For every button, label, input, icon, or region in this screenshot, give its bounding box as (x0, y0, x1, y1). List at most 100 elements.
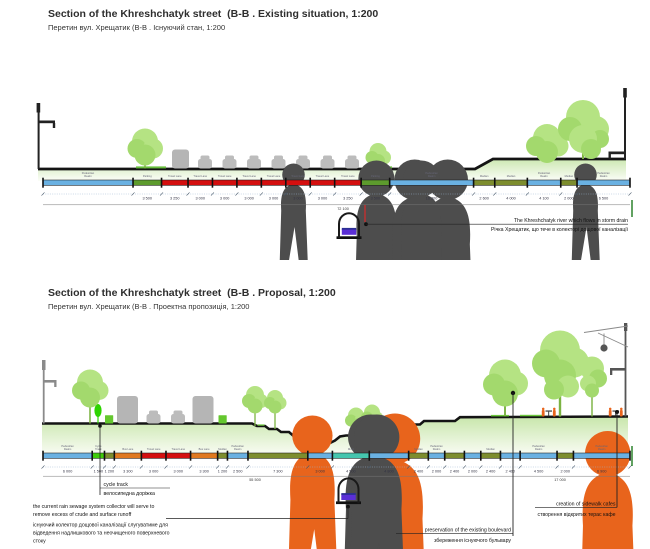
dim-band-label: Median (565, 174, 574, 178)
dim-value: 3 300 (123, 469, 133, 473)
seated-person (608, 410, 612, 417)
sidewalk-cafes-group (541, 407, 623, 417)
car (222, 159, 237, 169)
dim-band-label: Travel Lane (193, 174, 207, 178)
dim-band (527, 179, 562, 186)
dim-band-label: Pedestrian (232, 444, 245, 448)
trees-group (72, 330, 607, 436)
dim-band (261, 179, 287, 186)
existing-section-subtitle-uk: Перетин вул. Хрещатик (В-В . Існуючий ст… (48, 23, 226, 32)
dim-value: 6 900 (597, 469, 607, 473)
dim-value: 4 800 (384, 469, 394, 473)
tree-crown (581, 139, 601, 159)
dim-band (141, 452, 167, 459)
pedestrian-figure (349, 415, 406, 549)
dim-band (369, 452, 409, 459)
dim-value: 2 400 (506, 469, 516, 473)
car (320, 159, 335, 169)
dim-band (161, 179, 189, 186)
dim-band-label: Travel Lane (218, 174, 232, 178)
dim-band-label: Pedestrian (82, 171, 95, 175)
dim-band-label: Bus Lane (122, 447, 134, 451)
tree-crown (247, 398, 263, 414)
car (247, 159, 261, 169)
tree-crown (268, 400, 282, 414)
dim-band-label: Realm (234, 447, 242, 451)
river-annotation-uk: Річка Хрещатик, що тече в колекторі дощо… (491, 227, 629, 233)
dim-band (334, 179, 362, 186)
dim-value: 2 600 (479, 196, 489, 200)
dim-band-label: Travel Lane (267, 174, 281, 178)
dim-band (332, 452, 370, 459)
dim-band-label: Track (95, 447, 102, 451)
car (198, 159, 212, 169)
dim-band (285, 179, 311, 186)
dim-band (389, 179, 474, 186)
dim-band (190, 452, 218, 459)
dim-value: 2 000 (560, 469, 570, 473)
river-annotation-en: The Khreshchatyk river which flows in st… (514, 218, 628, 224)
dim-band-label: Pedestrian (61, 444, 74, 448)
dim-value: 1 200 (105, 469, 115, 473)
dim-band (309, 179, 335, 186)
car (146, 414, 161, 424)
dim-band-label: River (348, 447, 354, 451)
dim-band (408, 452, 429, 459)
dim-band (42, 452, 93, 459)
grass-strip (136, 166, 166, 169)
dim-band-label: Travel Lane (291, 174, 305, 178)
dim-value: 3 000 (318, 196, 328, 200)
cycle-track-annotation-en: cycle track (104, 482, 129, 488)
dim-band-label: Pedestrian (596, 444, 609, 448)
cycle-track-callout: cycle track велосипедна доріжка (98, 424, 170, 497)
dim-value: 4 100 (539, 196, 549, 200)
dim-value: 6 000 (63, 469, 73, 473)
dim-value: 3 500 (143, 196, 153, 200)
cycle-track-annotation-uk: велосипедна доріжка (104, 491, 155, 497)
seated-person (552, 410, 556, 417)
dim-value: 1 500 (94, 469, 104, 473)
dim-value: 6 500 (599, 196, 609, 200)
dim-band-label: Median (218, 447, 227, 451)
boulevard-annotation-en: preservation of the existing boulevard (425, 527, 511, 533)
dim-value: 3 000 (174, 469, 184, 473)
dim-band-label: Parking (143, 174, 152, 178)
dim-band (187, 179, 213, 186)
dim-band-label: Median (486, 447, 495, 451)
cycle-track-tree (94, 404, 102, 424)
pedestrian-figure (399, 161, 444, 261)
dim-band (444, 452, 465, 459)
dim-value: 1 200 (218, 469, 228, 473)
dim-band-label: Median (414, 447, 423, 451)
overall-dimension-right: 17 000 (554, 478, 566, 482)
boulevard-callout: preservation of the existing boulevard з… (396, 390, 516, 544)
dim-band (494, 179, 528, 186)
planter (218, 415, 227, 424)
dim-band-label: Pedestrian (538, 171, 551, 175)
seated-person (541, 410, 545, 417)
dim-value: 3 250 (343, 196, 353, 200)
dim-band (227, 452, 249, 459)
storm-drain-icon (336, 477, 361, 505)
pedestrian-figure (580, 431, 637, 549)
dim-value: 10 300 (426, 196, 438, 200)
pedestrian-figure (572, 164, 600, 261)
dim-value: 3 500 (371, 196, 381, 200)
dim-band-label: Realm (84, 174, 92, 178)
overall-dimensions: 55 500 17 000 (43, 475, 630, 482)
dim-value: 2 000 (432, 469, 442, 473)
dim-band-label: Realm (433, 447, 441, 451)
dim-band-label: Pedestrian (597, 171, 610, 175)
storm-drain-callout: The Khreshchatyk river which flows in st… (336, 212, 629, 239)
dim-value: 2 500 (233, 469, 243, 473)
dim-band-label: Bus Lane (199, 447, 211, 451)
dim-band (428, 452, 445, 459)
dim-band-label: Realm (598, 447, 606, 451)
bus (192, 396, 214, 424)
dim-band-label: Travel Lane (168, 174, 182, 178)
dim-value: 3 000 (195, 196, 205, 200)
dim-band (42, 179, 134, 186)
dim-band (114, 452, 142, 459)
dim-band-label: Pedestrian (425, 171, 438, 175)
